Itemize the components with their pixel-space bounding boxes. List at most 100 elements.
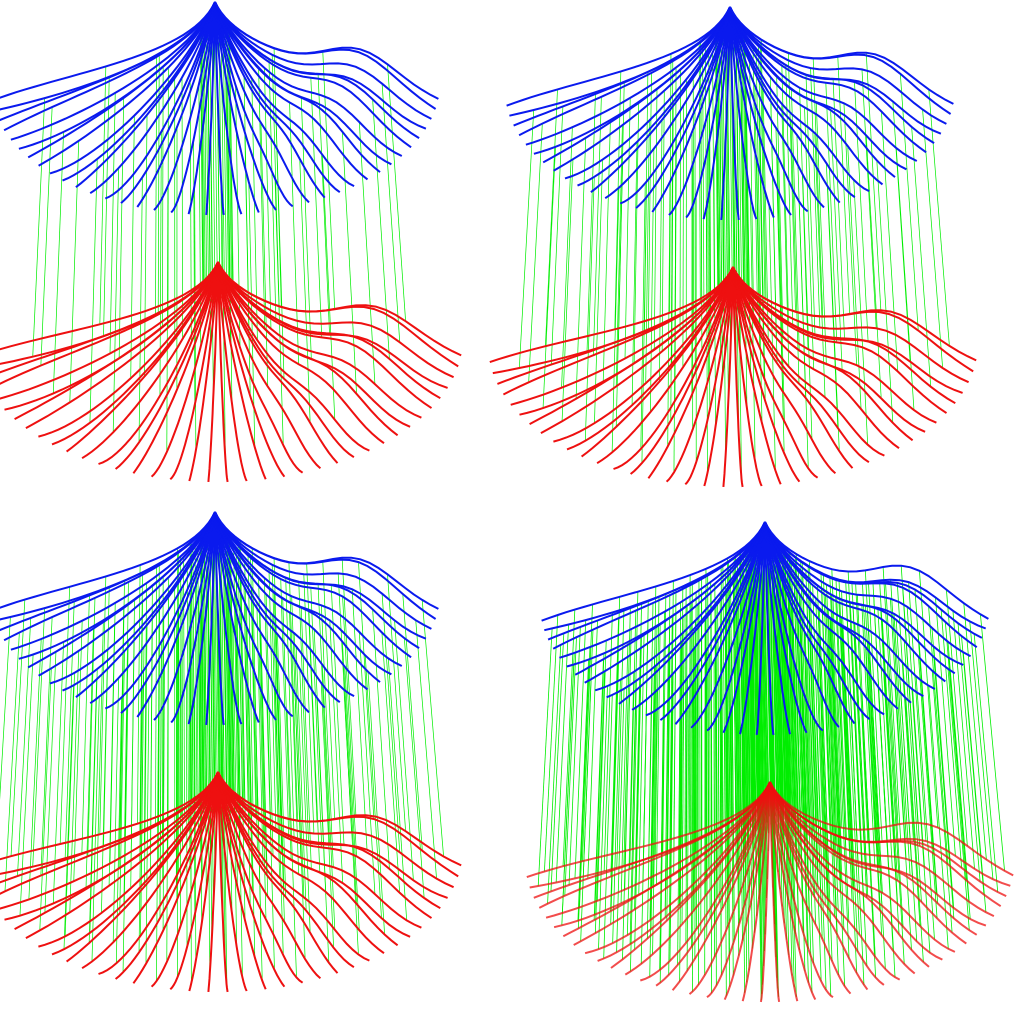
lower-curve (217, 771, 462, 867)
connector (877, 607, 893, 870)
connector (931, 670, 953, 933)
connector (232, 624, 238, 887)
upper-curve (729, 6, 775, 218)
connector (896, 582, 914, 842)
connectors (32, 21, 406, 459)
connector (210, 133, 214, 397)
connector (139, 601, 143, 863)
connector (868, 583, 883, 842)
connector (775, 127, 784, 392)
lower-curve (217, 261, 304, 474)
upper-curve (214, 1, 427, 130)
lower-curve (98, 261, 219, 465)
upper-curve (214, 511, 427, 640)
upper-curve (702, 6, 731, 220)
connector (771, 547, 778, 808)
connector (669, 616, 673, 877)
connector (89, 669, 98, 933)
upper-curve (729, 6, 825, 209)
connector (322, 154, 336, 420)
connector (861, 69, 877, 329)
connector (887, 699, 905, 965)
upper-curve (214, 511, 294, 718)
connector (885, 583, 902, 842)
connector (273, 592, 283, 854)
connector (815, 102, 827, 365)
connector (198, 84, 202, 347)
connector (653, 88, 658, 350)
upper-curve (214, 511, 341, 703)
connector (629, 610, 637, 869)
upper-curve (659, 521, 766, 721)
connector (561, 159, 574, 422)
connector (537, 628, 553, 887)
connector (876, 160, 894, 423)
upper-curve (0, 511, 216, 632)
connector (854, 81, 869, 342)
connector (837, 56, 851, 315)
lower-curve (0, 261, 219, 374)
lower-curve (769, 781, 869, 991)
upper-curve (0, 1, 216, 111)
connector (564, 637, 577, 896)
connector (724, 729, 727, 996)
upper-curve (764, 521, 840, 728)
upper-curve (214, 511, 243, 725)
connector (586, 92, 596, 352)
upper-curve (729, 6, 954, 105)
connector (961, 635, 985, 895)
connector (944, 621, 967, 881)
lower-curve (217, 771, 322, 980)
lower-curve (25, 771, 219, 939)
lower-curve (596, 266, 734, 465)
lower-curve (132, 261, 219, 474)
connector (788, 585, 796, 847)
upper-curve (764, 521, 964, 666)
connector (199, 21, 204, 282)
lower-curve (217, 771, 267, 990)
lower-curve (732, 266, 937, 424)
connector (698, 42, 701, 303)
connector (668, 709, 673, 975)
connector (754, 636, 760, 899)
connector (881, 619, 898, 881)
lower-curve (217, 771, 286, 988)
connector (214, 27, 218, 288)
connector (817, 585, 827, 847)
connector (818, 609, 830, 871)
connector (661, 90, 665, 352)
connector (777, 155, 785, 422)
lower-curve (217, 261, 411, 428)
lower-curve (732, 266, 763, 487)
connector (795, 667, 804, 933)
connector (337, 573, 352, 833)
lower-curve (217, 261, 455, 379)
lower-curve (545, 781, 771, 919)
lower-curve (510, 266, 734, 406)
upper-curve (49, 1, 216, 175)
connector (624, 97, 631, 359)
connector (342, 641, 357, 904)
upper-curve (764, 521, 871, 721)
connector (797, 568, 806, 829)
connector (634, 686, 642, 950)
connector (421, 599, 444, 857)
upper-curve (604, 6, 731, 200)
connector (694, 694, 697, 959)
lower-curve (741, 781, 771, 1002)
upper-curve (729, 6, 947, 125)
lower-curve (655, 781, 771, 987)
lower-curve (732, 266, 854, 469)
lower-curve (723, 781, 771, 1000)
upper-curve (755, 521, 766, 736)
upper-curve (729, 6, 918, 162)
lower-curve (732, 266, 926, 433)
lower-curve (0, 261, 219, 400)
connector (367, 671, 385, 935)
connector (841, 591, 853, 852)
lower-curve (217, 771, 422, 929)
upper-curve (214, 511, 432, 630)
upper-curve (0, 511, 216, 621)
upper-curve (89, 511, 216, 705)
connector (40, 107, 53, 366)
